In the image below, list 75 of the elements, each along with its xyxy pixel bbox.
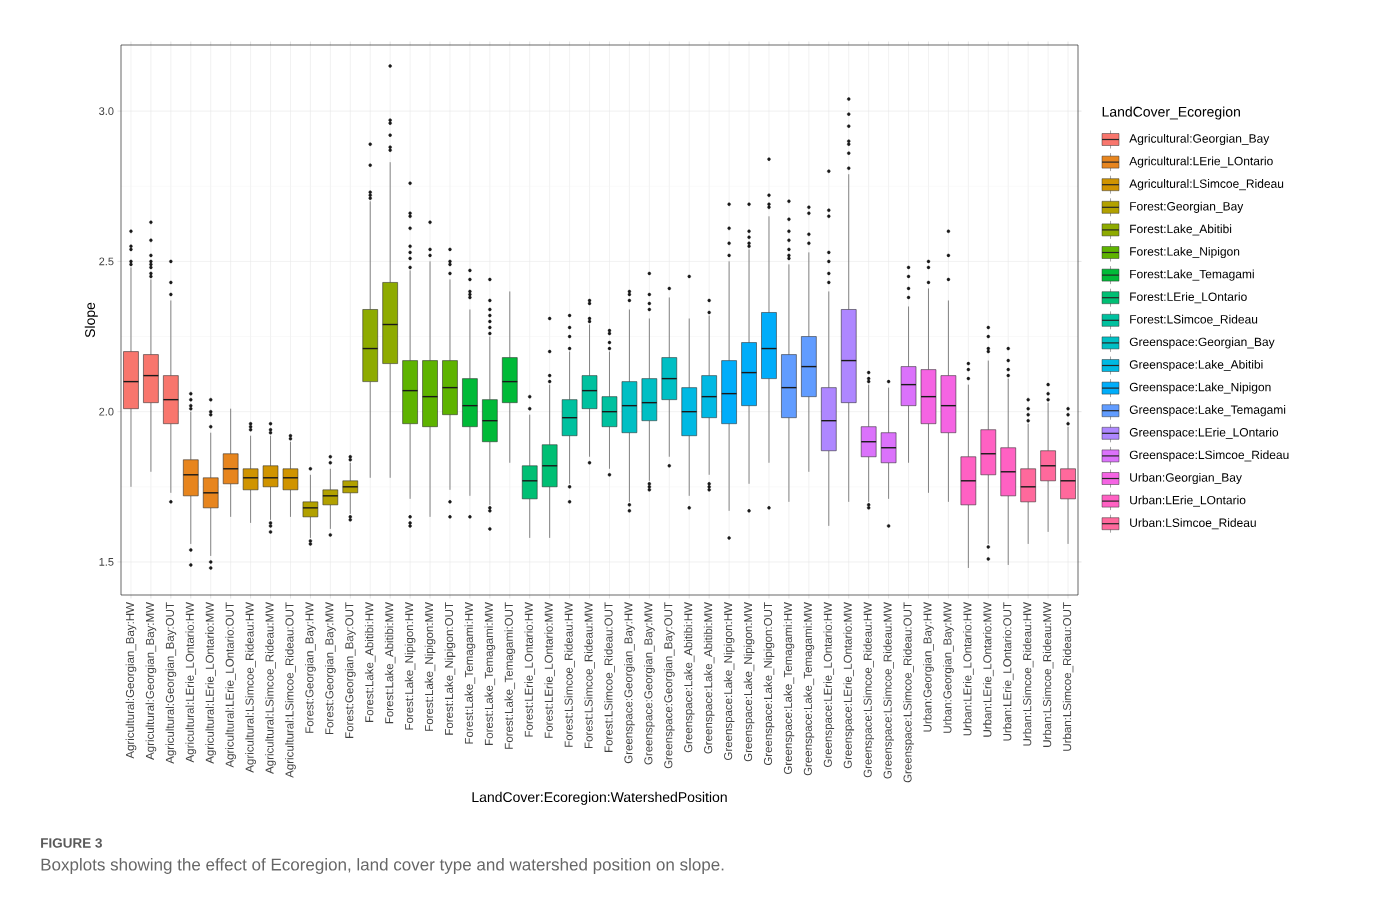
x-tick-label: Forest:Georgian_Bay:HW [305, 602, 316, 733]
legend-label: Forest:LErie_LOntario [1130, 292, 1247, 304]
x-tick-label: Greenspace:Lake_Temagami:HW [783, 602, 795, 775]
legend-label: Agricultural:Georgian_Bay [1129, 133, 1270, 146]
x-tick-label: Agricultural:LSimcoe_Rideau:OUT [285, 602, 296, 778]
x-tick-label: Forest:Lake_Abitibi:MW [384, 602, 396, 724]
legend-label: Agricultural:LSimcoe_Rideau [1129, 179, 1284, 191]
x-tick-label: Urban:LSimcoe_Rideau:OUT [1062, 602, 1074, 751]
x-tick-label: Greenspace:Lake_Nipigon:OUT [763, 602, 775, 766]
x-tick-label: Greenspace:LErie_LOntario:MW [843, 602, 855, 769]
legend-label: Forest:Lake_Nipigon [1130, 246, 1240, 259]
legend-label: Greenspace:LErie_LOntario [1129, 427, 1279, 439]
x-tick-label: Greenspace:LSimcoe_Rideau:OUT [903, 602, 914, 783]
x-tick-label: Agricultural:LSimcoe_Rideau:MW [265, 602, 276, 774]
x-tick-label: Greenspace:Georgian_Bay:OUT [663, 602, 675, 769]
x-tick-label: Forest:Lake_Nipigon:MW [424, 602, 436, 731]
legend-label: Forest:Lake_Abitibi [1130, 224, 1232, 236]
legend-label: Forest:Georgian_Bay [1130, 201, 1244, 213]
x-tick-label: Forest:Lake_Nipigon:HW [404, 602, 416, 730]
x-tick-label: Forest:LSimcoe_Rideau:OUT [604, 602, 615, 752]
x-tick-label: Agricultural:LSimcoe_Rideau:HW [245, 602, 256, 773]
legend-label: Urban:Georgian_Bay [1130, 472, 1242, 485]
x-tick-label: Greenspace:Lake_Nipigon:HW [723, 602, 735, 760]
x-tick-label: Urban:LErie_LOntario:OUT [1002, 602, 1014, 741]
x-tick-label: Greenspace:LSimcoe_Rideau:MW [883, 602, 894, 779]
x-tick-label: Urban:LErie_LOntario:MW [982, 602, 994, 737]
legend-title: LandCover_Ecoregion [1102, 106, 1240, 120]
x-tick-label: Urban:LSimcoe_Rideau:MW [1042, 602, 1054, 747]
x-tick-label: Forest:LSimcoe_Rideau:MW [584, 602, 595, 749]
x-tick-label: Forest:Georgian_Bay:OUT [344, 602, 356, 738]
x-axis-title: LandCover:Ecoregion:WatershedPosition [472, 791, 727, 805]
legend-label: Urban:LErie_LOntario [1130, 495, 1246, 507]
x-tick-label: Agricultural:LErie_LOntario:HW [185, 602, 197, 763]
y-tick-label: 1.5 [99, 558, 114, 566]
x-tick-label: Urban:LErie_LOntario:HW [963, 602, 974, 736]
caption: FIGURE 3 [41, 838, 102, 848]
legend-label: Greenspace:Lake_Nipigon [1129, 382, 1271, 394]
x-tick-label: Greenspace:LSimcoe_Rideau:HW [863, 602, 875, 778]
x-tick-label: Agricultural:Georgian_Bay:HW [125, 602, 137, 759]
x-tick-label: Urban:LSimcoe_Rideau:HW [1022, 602, 1034, 746]
x-tick-label: Urban:Georgian_Bay:MW [943, 602, 954, 733]
x-tick-label: Forest:Georgian_Bay:MW [324, 602, 336, 735]
legend-label: Greenspace:Georgian_Bay [1129, 337, 1275, 349]
x-tick-label: Agricultural:Georgian_Bay:MW [145, 602, 157, 760]
x-tick-label: Greenspace:Lake_Abitibi:MW [703, 602, 715, 754]
legend-label: Urban:LSimcoe_Rideau [1130, 518, 1256, 530]
y-axis-title: Slope [84, 302, 98, 338]
text: Boxplots showing the effect of Ecoregion, land cover type and watershed position on slope. [41, 858, 724, 874]
y-tick-label: 3.0 [99, 107, 114, 116]
x-tick-label: Greenspace:Georgian_Bay:MW [644, 602, 655, 765]
legend-label: Agricultural:LErie_LOntario [1129, 156, 1273, 168]
legend-label: Forest:LSimcoe_Rideau [1130, 314, 1258, 326]
x-tick-label: Agricultural:Georgian_Bay:OUT [165, 602, 177, 764]
x-tick-label: Agricultural:LErie_LOntario:MW [205, 602, 217, 764]
legend-label: Greenspace:LSimcoe_Rideau [1129, 450, 1289, 462]
legend-label: Forest:Lake_Temagami [1130, 269, 1254, 281]
x-tick-label: Forest:Lake_Temagami:HW [464, 602, 476, 744]
x-tick-label: Forest:LSimcoe_Rideau:HW [564, 602, 575, 747]
x-tick-label: Agricultural:LErie_LOntario:OUT [225, 602, 237, 768]
y-tick-label: 2.5 [99, 257, 114, 266]
x-tick-label: Urban:Georgian_Bay:HW [923, 602, 934, 732]
x-tick-label: Forest:LErie_LOntario:HW [524, 602, 536, 737]
x-tick-label: Greenspace:Lake_Abitibi:HW [683, 602, 695, 753]
x-tick-label: Forest:LErie_LOntario:MW [544, 602, 555, 738]
x-tick-label: Forest:Lake_Nipigon:OUT [444, 602, 456, 735]
x-tick-label: Forest:Lake_Temagami:OUT [504, 602, 516, 749]
x-tick-label: Greenspace:Georgian_Bay:HW [624, 602, 635, 764]
y-tick-label: 2.0 [99, 407, 114, 416]
x-tick-label: Greenspace:Lake_Temagami:MW [803, 602, 815, 776]
legend-label: Greenspace:Lake_Temagami [1129, 405, 1286, 417]
x-tick-label: Forest:Lake_Abitibi:HW [364, 602, 376, 722]
x-tick-label: Greenspace:LErie_LOntario:HW [823, 602, 835, 768]
x-tick-label: Greenspace:Lake_Nipigon:MW [743, 602, 755, 762]
x-tick-label: Forest:Lake_Temagami:MW [484, 602, 496, 745]
legend-label: Greenspace:Lake_Abitibi [1129, 359, 1263, 372]
